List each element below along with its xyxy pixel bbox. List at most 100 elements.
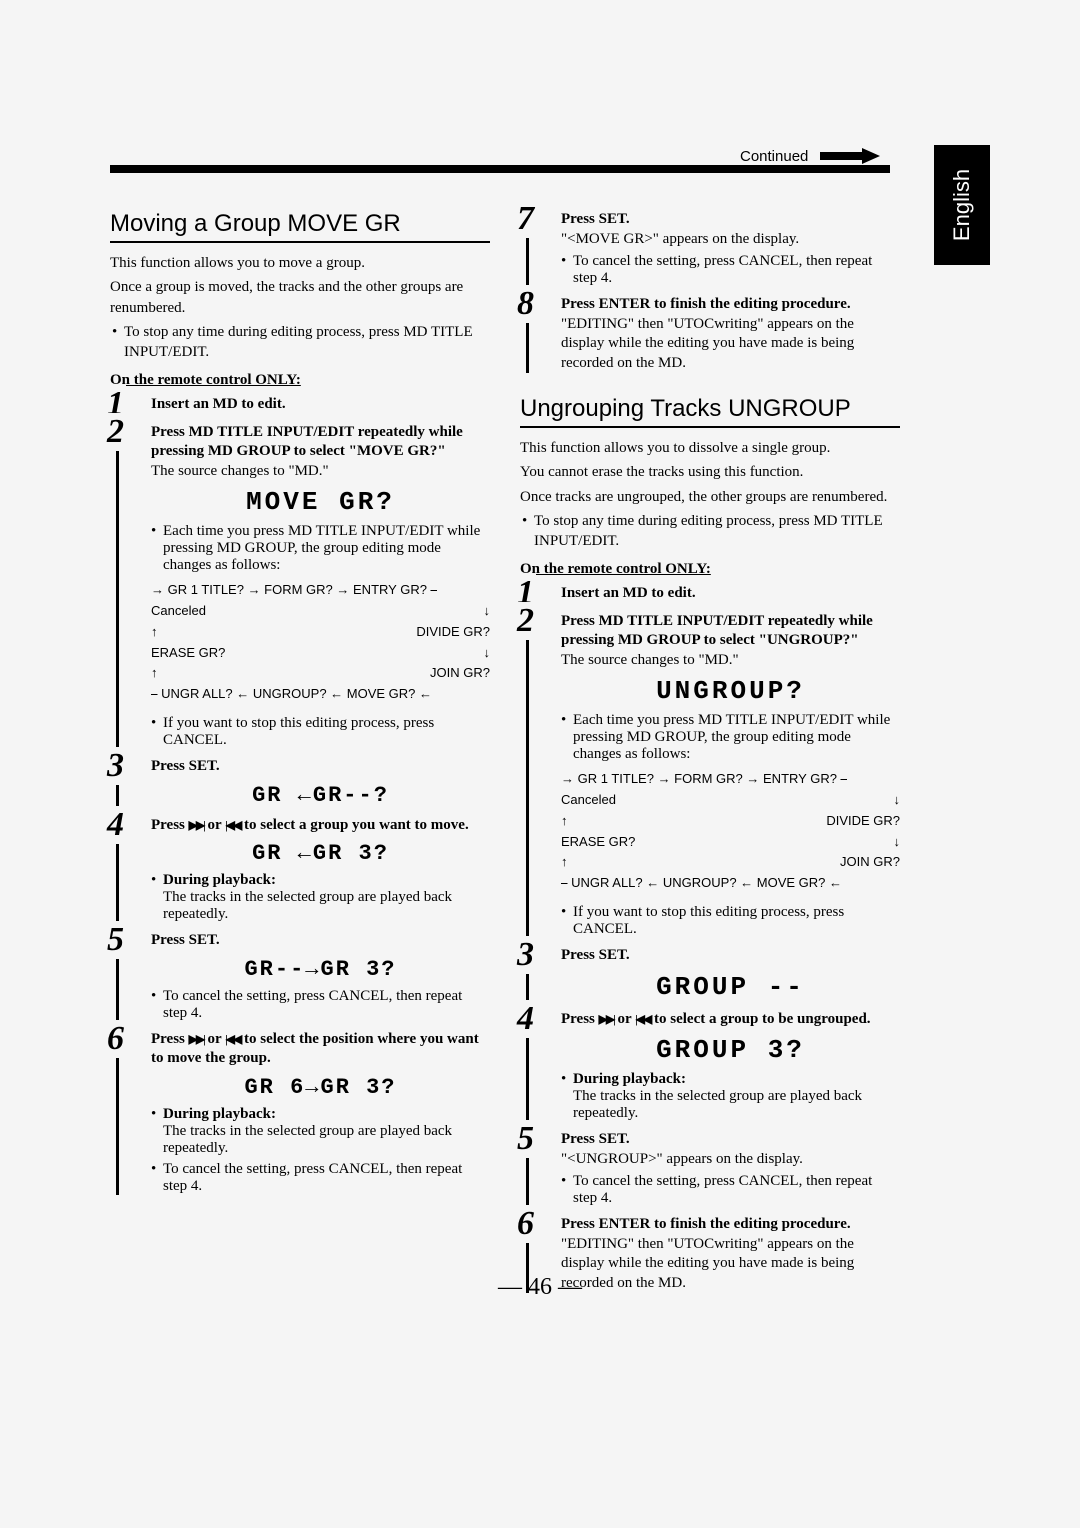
step-3: 3 Press SET. GROUP -- [526, 946, 900, 1002]
step-number: 2 [105, 413, 126, 451]
step-2: 2 Press MD TITLE INPUT/EDIT repeatedly w… [116, 423, 490, 749]
continued-arrow-icon [820, 148, 880, 164]
flow-label: JOIN GR? [430, 663, 490, 684]
step-text: or [204, 817, 225, 833]
step-number: 3 [515, 936, 536, 974]
display-readout: GROUP -- [561, 972, 900, 1002]
flow-label: DIVIDE GR? [416, 622, 490, 643]
remote-only-label: On the remote control ONLY: [520, 561, 900, 578]
step-title: Press SET. [151, 757, 490, 777]
section-heading-ungroup: Ungrouping Tracks UNGROUP [520, 395, 900, 423]
ffwd-icon [189, 817, 204, 833]
step-body: "EDITING" then "UTOCwriting" appears on … [561, 315, 900, 374]
intro-text: Once tracks are ungrouped, the other gro… [520, 487, 900, 507]
note-bold: During playback: [573, 1071, 686, 1087]
display-readout: GROUP 3? [561, 1035, 900, 1065]
right-column: 7 Press SET. "<MOVE GR>" appears on the … [520, 210, 900, 1301]
step-title: Press or to select the position where yo… [151, 1030, 490, 1069]
display-readout: GR 6→GR 3? [151, 1075, 490, 1100]
flow-label: ↓ [894, 790, 901, 811]
step-text: Press [151, 1031, 189, 1047]
playback-note: During playback:The tracks in the select… [151, 1106, 490, 1157]
step-number: 5 [515, 1120, 536, 1158]
language-label: English [949, 169, 975, 241]
note-bold: During playback: [163, 1106, 276, 1122]
step-text: to select a group to be ungrouped. [650, 1011, 870, 1027]
step-title: Press SET. [561, 210, 900, 230]
mode-note: Each time you press MD TITLE INPUT/EDIT … [561, 712, 900, 763]
playback-note: During playback:The tracks in the select… [151, 872, 490, 923]
flow-label: DIVIDE GR? [826, 811, 900, 832]
step-body: The source changes to "MD." [561, 651, 900, 671]
step-4: 4 Press or to select a group to be ungro… [526, 1010, 900, 1123]
step-title: Press SET. [151, 931, 490, 951]
step-body: "EDITING" then "UTOCwriting" appears on … [561, 1235, 900, 1294]
continued-label: Continued [740, 148, 808, 165]
step-title: Press MD TITLE INPUT/EDIT repeatedly whi… [151, 423, 490, 462]
flow-row: ERASE GR? ↓ [561, 832, 900, 853]
cancel-note: If you want to stop this editing process… [151, 715, 490, 749]
step-text: Press [561, 1011, 599, 1027]
rwd-icon [225, 817, 240, 833]
step-number: 6 [515, 1205, 536, 1243]
flow-row: ↑ DIVIDE GR? [561, 811, 900, 832]
intro-text: This function allows you to move a group… [110, 253, 490, 273]
step-5: 5 Press SET. "<UNGROUP>" appears on the … [526, 1130, 900, 1207]
language-tab: English [934, 145, 990, 265]
step-title: Press MD TITLE INPUT/EDIT repeatedly whi… [561, 612, 900, 651]
step-number: 3 [105, 747, 126, 785]
step-title: Insert an MD to edit. [151, 395, 490, 415]
step-number: 4 [515, 1000, 536, 1038]
step-body: "<UNGROUP>" appears on the display. [561, 1150, 900, 1170]
mode-flow-diagram: → GR 1 TITLE? → FORM GR? → ENTRY GR? ⎯ C… [151, 578, 490, 707]
step-1: 1 Insert an MD to edit. [116, 395, 490, 415]
step-6: 6 Press ENTER to finish the editing proc… [526, 1215, 900, 1293]
cancel-note: To cancel the setting, press CANCEL, the… [151, 1161, 490, 1195]
flow-row: Canceled ↓ [151, 601, 490, 622]
step-8: 8 Press ENTER to finish the editing proc… [526, 295, 900, 373]
stop-note: To stop any time during editing process,… [520, 511, 900, 552]
flow-label: Canceled [151, 601, 206, 622]
heading-underline [520, 426, 900, 428]
flow-label: ↑ [151, 663, 158, 684]
cancel-note: To cancel the setting, press CANCEL, the… [151, 988, 490, 1022]
step-text: Press [151, 817, 189, 833]
flow-row: ERASE GR? ↓ [151, 643, 490, 664]
display-readout: GR--→GR 3? [151, 957, 490, 982]
cancel-note: To cancel the setting, press CANCEL, the… [561, 1173, 900, 1207]
step-body: "<MOVE GR>" appears on the display. [561, 230, 900, 250]
cancel-note: If you want to stop this editing process… [561, 904, 900, 938]
step-5: 5 Press SET. GR--→GR 3? To cancel the se… [116, 931, 490, 1022]
step-number: 2 [515, 602, 536, 640]
heading-underline [110, 241, 490, 243]
flow-row: ⎯ UNGR ALL? ← UNGROUP? ← MOVE GR? ← [561, 873, 900, 894]
flow-row: ↑ JOIN GR? [151, 663, 490, 684]
flow-label: Canceled [561, 790, 616, 811]
flow-label: ↑ [561, 852, 568, 873]
step-4: 4 Press or to select a group you want to… [116, 816, 490, 924]
flow-label: ERASE GR? [151, 643, 225, 664]
flow-label: ↑ [151, 622, 158, 643]
flow-label: ↑ [561, 811, 568, 832]
flow-row: Canceled ↓ [561, 790, 900, 811]
stop-note: To stop any time during editing process,… [110, 322, 490, 363]
step-title: Press ENTER to finish the editing proced… [561, 295, 900, 315]
section-heading-move: Moving a Group MOVE GR [110, 210, 490, 238]
step-title: Press or to select a group you want to m… [151, 816, 490, 836]
intro-text: This function allows you to dissolve a s… [520, 438, 900, 458]
display-readout: GR ←GR--? [151, 783, 490, 808]
step-number: 6 [105, 1020, 126, 1058]
note-body: The tracks in the selected group are pla… [163, 1123, 452, 1156]
mode-note: Each time you press MD TITLE INPUT/EDIT … [151, 523, 490, 574]
step-number: 8 [515, 285, 536, 323]
playback-note: During playback:The tracks in the select… [561, 1071, 900, 1122]
intro-text: You cannot erase the tracks using this f… [520, 462, 900, 482]
step-number: 4 [105, 806, 126, 844]
step-text: or [204, 1031, 225, 1047]
remote-only-label: On the remote control ONLY: [110, 372, 490, 389]
note-body: The tracks in the selected group are pla… [163, 889, 452, 922]
step-7: 7 Press SET. "<MOVE GR>" appears on the … [526, 210, 900, 287]
step-title: Press SET. [561, 946, 900, 966]
flow-row: ⎯ UNGR ALL? ← UNGROUP? ← MOVE GR? ← [151, 684, 490, 705]
note-body: The tracks in the selected group are pla… [573, 1088, 862, 1121]
